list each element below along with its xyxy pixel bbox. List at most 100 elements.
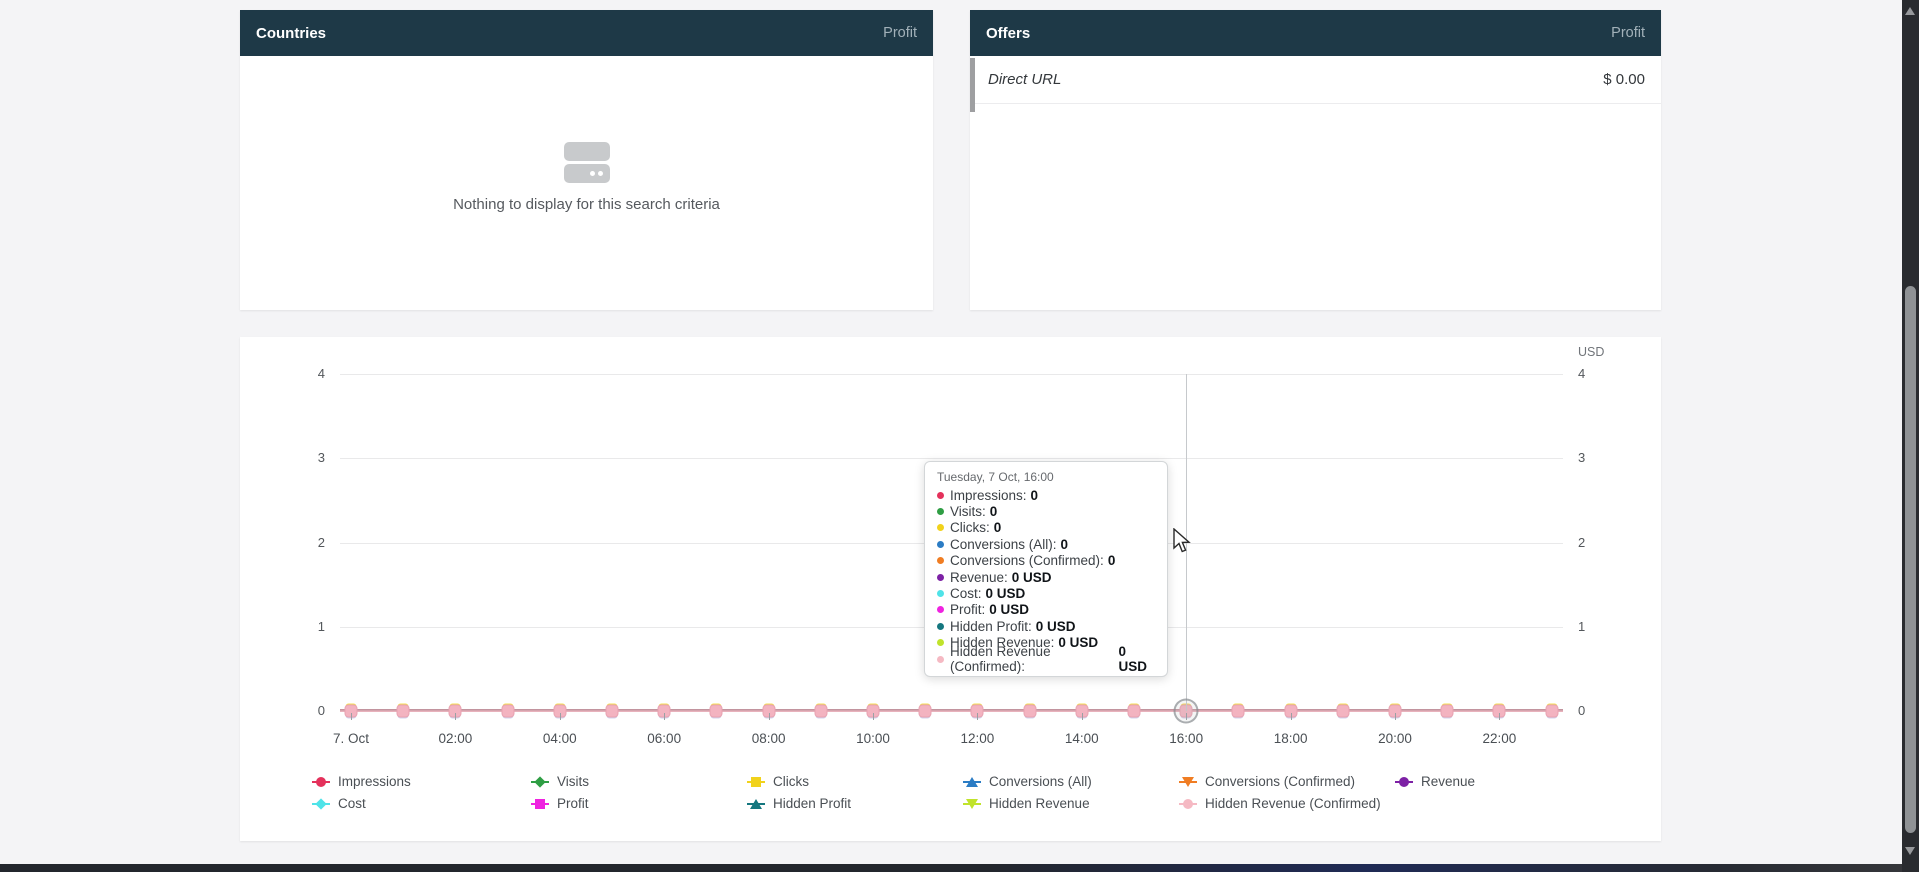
tooltip-metric-label: Clicks: [950,520,990,536]
offers-profit-column-header[interactable]: Profit [1611,25,1645,41]
chart-data-point[interactable] [1231,704,1245,718]
tooltip-metric-value: 0 USD [1118,644,1148,675]
tooltip-metric-row: Profit: 0 USD [937,602,1155,618]
legend-item-clicks[interactable]: Clicks [747,774,809,789]
series-color-dot-icon [937,639,944,647]
legend-item-impressions[interactable]: Impressions [312,774,411,789]
chart-currency-unit-label: USD [1578,345,1605,359]
tooltip-metric-label: Hidden Profit: [950,618,1032,634]
legend-square-marker-icon [747,776,765,787]
tooltip-metric-row: Conversions (All): 0 [937,536,1155,552]
legend-label: Conversions (All) [989,774,1092,789]
chart-tooltip-title: Tuesday, 7 Oct, 16:00 [937,470,1054,484]
x-axis-tick-label: 14:00 [1064,731,1099,746]
legend-item-profit[interactable]: Profit [531,796,589,811]
series-color-dot-icon [937,622,944,630]
offer-profit-value: $ 0.00 [1603,71,1645,88]
x-axis-tick-label: 10:00 [856,731,890,746]
tooltip-metric-label: Revenue: [950,569,1008,585]
y-axis-tick-label-right: 0 [1578,703,1586,718]
legend-triangle-marker-icon [747,798,765,809]
countries-panel-header: Countries Profit [240,10,933,56]
offer-row-direct-url[interactable]: Direct URL $ 0.00 [970,56,1661,104]
tooltip-metric-value: 0 [993,520,1002,536]
legend-item-revenue[interactable]: Revenue [1395,774,1475,789]
x-axis-tick-label: 22:00 [1482,731,1517,746]
legend-diamond-marker-icon [531,775,549,788]
legend-diamond-marker-icon [312,797,330,810]
hovered-point-halo [1173,698,1199,724]
legend-label: Profit [557,796,589,811]
chart-data-point[interactable] [1440,704,1454,718]
tooltip-metric-label: Hidden Revenue: [950,635,1055,651]
legend-item-conversions-confirmed[interactable]: Conversions (Confirmed) [1179,774,1355,789]
x-axis-tick [455,713,457,720]
tooltip-metric-label: Impressions: [950,487,1027,503]
chart-data-point[interactable] [918,704,932,718]
legend-label: Hidden Revenue (Confirmed) [1205,796,1381,811]
chart-data-point[interactable] [605,704,619,718]
chart-gridline [340,374,1563,375]
countries-panel: Countries Profit Nothing to display for … [240,10,933,310]
series-color-dot-icon [937,540,944,548]
tooltip-metric-row: Revenue: 0 USD [937,569,1155,585]
series-color-dot-icon [937,655,944,663]
countries-profit-column-header[interactable]: Profit [883,25,917,41]
chart-data-point[interactable] [709,704,723,718]
x-axis-tick [1499,713,1501,720]
legend-triangle-down-marker-icon [1179,776,1197,787]
tooltip-metric-row: Cost: 0 USD [937,585,1155,601]
x-axis-tick [1081,713,1083,720]
tooltip-metric-value: 0 USD [1011,569,1052,585]
x-axis-tick-label: 12:00 [960,731,995,746]
x-axis-tick-label: 04:00 [542,731,577,746]
offer-name[interactable]: Direct URL [988,71,1062,88]
chart-data-point[interactable] [1336,704,1350,718]
legend-item-visits[interactable]: Visits [531,774,589,789]
legend-item-hidden-revenue[interactable]: Hidden Revenue [963,796,1090,811]
x-axis-tick [873,713,874,720]
chart-data-point[interactable] [1545,704,1559,718]
tooltip-metric-label: Hidden Revenue (Confirmed): [950,644,1051,675]
offers-panel-scrollbar[interactable] [970,58,975,112]
chart-data-point[interactable] [501,704,515,718]
chart-data-point[interactable] [1127,704,1141,718]
scrollbar-down-arrow-icon[interactable] [1905,847,1915,855]
scrollbar-thumb[interactable] [1905,286,1916,833]
chart-data-point[interactable] [814,704,828,718]
chart-data-point[interactable] [396,704,410,718]
offers-panel-header: Offers Profit [970,10,1661,56]
legend-label: Conversions (Confirmed) [1205,774,1356,789]
scrollbar-up-arrow-icon[interactable] [1905,7,1915,15]
series-color-dot-icon [937,508,944,516]
browser-scrollbar[interactable] [1902,0,1919,872]
x-axis-line [340,709,1563,712]
series-color-dot-icon [937,557,944,565]
tooltip-metric-value: 0 [1060,536,1069,552]
chart-data-point[interactable] [1023,704,1037,718]
legend-item-cost[interactable]: Cost [312,796,366,811]
legend-item-hidden-profit[interactable]: Hidden Profit [747,796,851,811]
legend-item-hidden-revenue-confirmed[interactable]: Hidden Revenue (Confirmed) [1179,796,1381,811]
legend-circle-marker-icon [312,776,330,787]
x-axis-tick [977,713,979,720]
legend-item-conversions-all[interactable]: Conversions (All) [963,774,1092,789]
legend-label: Clicks [773,774,809,789]
legend-label: Hidden Profit [773,796,852,811]
x-axis-tick [664,713,666,720]
traffic-chart-panel: USD Tuesday, 7 Oct, 16:00 Impressions: 0 V… [240,337,1661,841]
y-axis-tick-label-right: 2 [1578,534,1586,550]
tooltip-metric-value: 0 USD [989,602,1030,618]
x-axis-tick [1290,713,1292,720]
x-axis-tick-label: 16:00 [1169,731,1204,746]
countries-empty-text: Nothing to display for this search crite… [453,196,720,213]
x-axis-tick-label: 06:00 [647,731,682,746]
legend-label: Visits [557,774,590,789]
legend-triangle-down-marker-icon [963,798,981,809]
x-axis-tick [351,713,352,720]
offers-list: Direct URL $ 0.00 [970,56,1661,310]
legend-label: Cost [338,796,366,811]
legend-square-marker-icon [531,798,549,809]
tooltip-metric-label: Cost: [950,586,982,602]
tooltip-metric-row: Impressions: 0 [937,487,1155,503]
